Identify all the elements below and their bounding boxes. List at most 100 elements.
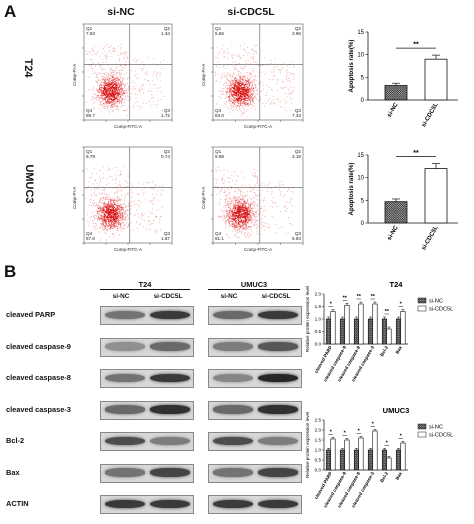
quadrant-name: Q4 bbox=[215, 108, 222, 113]
quadrant-q1-label: Q1 9.79 bbox=[86, 149, 100, 159]
panel-b-letter: B bbox=[4, 262, 17, 281]
wb-blot-t24 bbox=[100, 432, 194, 451]
flow-plot-t24-si-nc: Q1 7.63 Q2 1.34 Q4 89.7 Q3 1.72 Comp-PI-A Comp-FI… bbox=[68, 22, 174, 134]
y-tick-label: 2.0 bbox=[315, 428, 322, 433]
wb-protein-label: Bcl-2 bbox=[6, 436, 25, 445]
flow-col-label-si-cdc5l: si-CDC5L bbox=[227, 6, 275, 18]
wb-blot-t24 bbox=[100, 369, 194, 388]
bar bbox=[325, 449, 332, 471]
wb-band bbox=[150, 373, 190, 383]
y-tick-label: 1.5 bbox=[315, 304, 322, 309]
wb-blot-t24 bbox=[100, 495, 194, 514]
flow-y-axis-label: Comp-PI-A bbox=[72, 63, 77, 86]
wb-blot-t24 bbox=[100, 400, 194, 420]
y-tick-label: 0.0 bbox=[315, 468, 322, 473]
bar bbox=[424, 58, 448, 101]
wb-group-t24: T24 bbox=[100, 280, 190, 290]
x-tick-label: si-CDC5L bbox=[421, 102, 440, 129]
bar bbox=[325, 318, 332, 345]
wb-band bbox=[258, 499, 298, 509]
significance-label: ** bbox=[413, 42, 419, 49]
wb-lane-t24-si-nc: si-NC bbox=[112, 293, 130, 300]
quadrant-q1-label: Q1 5.56 bbox=[215, 26, 229, 36]
bar bbox=[372, 430, 378, 471]
y-tick-label: 1.0 bbox=[315, 317, 322, 322]
quadrant-name: Q1 bbox=[215, 149, 222, 154]
bar bbox=[330, 438, 336, 471]
apoptosis-chart-t24: 0 5 10 15 Apoptosis rate(%) si-NC si-CDC5L ** bbox=[340, 22, 470, 140]
panel-a-letter: A bbox=[4, 2, 17, 21]
wb-band bbox=[213, 499, 253, 509]
legend-label: si-CDC5L bbox=[429, 433, 453, 439]
quadrant-q2-label: Q2 3.18 bbox=[287, 149, 301, 159]
bar bbox=[395, 318, 402, 345]
bar bbox=[384, 201, 408, 224]
wb-band bbox=[105, 436, 145, 446]
quadrant-name: Q2 bbox=[163, 26, 170, 31]
wb-band bbox=[213, 310, 253, 320]
quadrant-percent: 3.18 bbox=[292, 154, 301, 159]
bar bbox=[400, 311, 406, 345]
bar bbox=[372, 303, 378, 345]
wb-band bbox=[213, 468, 253, 477]
x-tick-label: Bcl-2 bbox=[379, 471, 389, 484]
legend-label: si-NC bbox=[429, 425, 443, 431]
bar bbox=[358, 437, 364, 471]
x-tick-label: Bax bbox=[395, 345, 404, 355]
bar bbox=[358, 303, 364, 345]
flow-scatter bbox=[82, 23, 173, 122]
wb-blot-t24 bbox=[100, 337, 194, 357]
wb-band bbox=[105, 342, 145, 351]
flow-col-label-si-nc: si-NC bbox=[107, 6, 135, 18]
wb-blot-umuc3 bbox=[208, 495, 302, 514]
flow-scatter bbox=[211, 23, 304, 122]
wb-band bbox=[213, 373, 253, 383]
flow-x-axis-label: Comp-FITC-A bbox=[114, 124, 142, 129]
bar bbox=[339, 318, 346, 345]
wb-band bbox=[150, 436, 190, 446]
quadrant-name: Q4 bbox=[86, 231, 93, 236]
significance-label: * bbox=[330, 429, 333, 435]
quadrant-name: Q3 bbox=[163, 108, 170, 113]
flow-events bbox=[85, 166, 165, 242]
quadrant-percent: 3.96 bbox=[292, 31, 301, 36]
y-tick-label: 1.5 bbox=[315, 438, 322, 443]
wb-band bbox=[258, 436, 298, 446]
quadrant-name: Q2 bbox=[294, 149, 301, 154]
quadrant-q2-label: Q2 3.96 bbox=[287, 26, 301, 36]
wb-band bbox=[258, 310, 298, 320]
y-tick-label: 10 bbox=[357, 176, 364, 182]
quadrant-percent: 81.1 bbox=[215, 236, 224, 241]
quadrant-name: Q1 bbox=[86, 149, 93, 154]
flow-plot-t24-si-cdc5l: Q1 5.56 Q2 3.96 Q4 83.0 Q3 7.43 Comp-PI-A Comp-FI… bbox=[197, 22, 305, 134]
significance-label: ** bbox=[343, 295, 348, 301]
y-tick-label: 0.0 bbox=[315, 342, 322, 347]
bar bbox=[367, 318, 374, 345]
quadrant-percent: 5.56 bbox=[215, 31, 224, 36]
quadrant-name: Q2 bbox=[163, 149, 170, 154]
bar bbox=[353, 449, 360, 471]
chart-title: UMUC3 bbox=[383, 406, 410, 415]
bar bbox=[400, 442, 406, 471]
significance-label: ** bbox=[371, 294, 376, 300]
wb-band bbox=[213, 436, 253, 446]
quadrant-q4-label: Q4 89.7 bbox=[86, 108, 100, 118]
flow-x-axis-label: Comp-FITC-A bbox=[244, 124, 272, 129]
y-tick-label: 0 bbox=[361, 98, 365, 104]
x-tick-label: Bcl-2 bbox=[379, 345, 389, 358]
wb-blot-umuc3 bbox=[208, 400, 302, 420]
wb-band bbox=[150, 499, 190, 509]
y-tick-label: 5 bbox=[361, 198, 365, 204]
quadrant-percent: 0.74 bbox=[161, 154, 170, 159]
significance-label: ** bbox=[357, 294, 362, 300]
wb-blot-t24 bbox=[100, 306, 194, 325]
significance-label: * bbox=[344, 430, 347, 436]
quadrant-percent: 89.7 bbox=[86, 113, 95, 118]
wb-band bbox=[150, 468, 190, 477]
quadrant-percent: 87.6 bbox=[86, 236, 95, 241]
quadrant-q1-label: Q1 7.63 bbox=[86, 26, 100, 36]
legend-label: si-NC bbox=[429, 299, 443, 305]
bar bbox=[367, 449, 374, 471]
row-label-umuc3: UMUC3 bbox=[23, 164, 35, 204]
quadrant-name: Q2 bbox=[294, 26, 301, 31]
